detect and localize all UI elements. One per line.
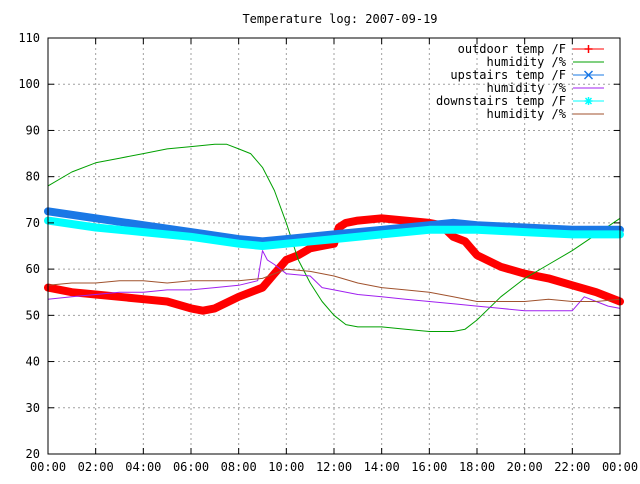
x-tick-label: 02:00 (78, 460, 114, 474)
grid (48, 38, 620, 454)
y-tick-label: 90 (26, 123, 40, 137)
series-layer (44, 143, 624, 332)
y-tick-label: 50 (26, 308, 40, 322)
legend-marker-plus (584, 45, 593, 53)
series-line-2 (47, 143, 621, 332)
legend-marker-star (584, 97, 593, 105)
x-tick-label: 06:00 (173, 460, 209, 474)
legend-label: upstairs temp /F (450, 68, 566, 82)
chart-title: Temperature log: 2007-09-19 (242, 12, 437, 26)
y-tick-label: 30 (26, 401, 40, 415)
x-tick-label: 04:00 (125, 460, 161, 474)
x-tick-label: 00:00 (602, 460, 638, 474)
legend-label: humidity /% (487, 81, 567, 95)
x-tick-label: 12:00 (316, 460, 352, 474)
y-tick-label: 70 (26, 216, 40, 230)
y-tick-label: 100 (18, 77, 40, 91)
legend-label: outdoor temp /F (458, 42, 566, 56)
x-tick-label: 18:00 (459, 460, 495, 474)
series-line-4 (47, 250, 621, 312)
x-tick-label: 14:00 (364, 460, 400, 474)
x-tick-label: 10:00 (268, 460, 304, 474)
series-line-5 (44, 216, 624, 250)
series-line-3 (44, 207, 624, 246)
y-tick-label: 20 (26, 447, 40, 461)
x-tick-label: 22:00 (554, 460, 590, 474)
y-tick-label: 80 (26, 170, 40, 184)
legend-label: downstairs temp /F (436, 94, 566, 108)
axes: 20 30 40 50 60 70 80 90 100 110 00:00 02:00 04:00 06:… (18, 31, 638, 474)
x-tick-label: 08:00 (221, 460, 257, 474)
x-tick-label: 16:00 (411, 460, 447, 474)
x-tick-label: 00:00 (30, 460, 66, 474)
x-tick-label: 20:00 (507, 460, 543, 474)
series-line-1 (44, 214, 624, 315)
legend-marker-x (583, 70, 594, 80)
y-tick-label: 60 (26, 262, 40, 276)
y-tick-label: 40 (26, 355, 40, 369)
legend-label: humidity /% (487, 107, 567, 121)
y-tick-label: 110 (18, 31, 40, 45)
series-line-6 (47, 268, 621, 302)
legend-label: humidity /% (487, 55, 567, 69)
